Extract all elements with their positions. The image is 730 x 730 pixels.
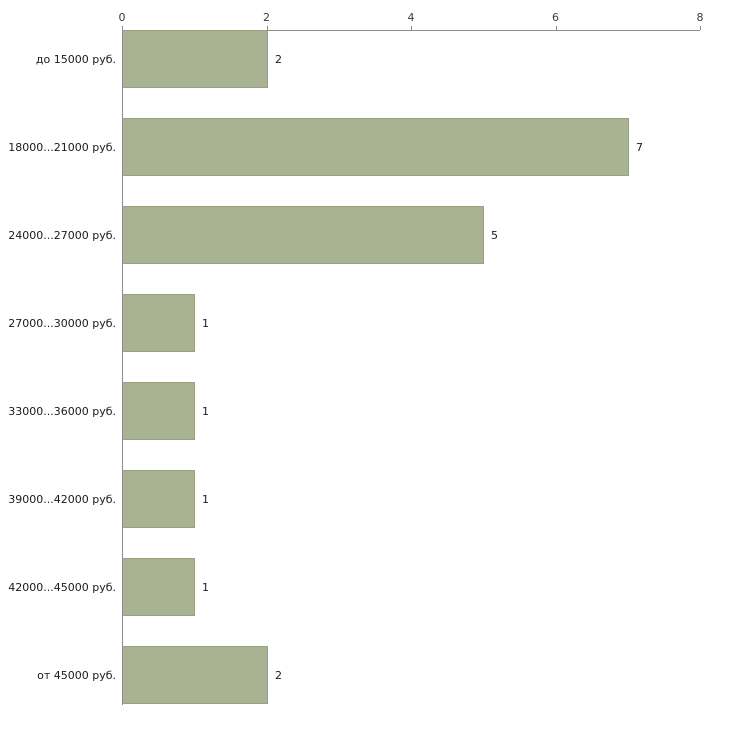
bar <box>123 646 268 704</box>
x-axis-tick-mark <box>266 26 268 30</box>
x-axis-tick-label: 2 <box>263 11 270 24</box>
x-axis-tick-mark <box>411 26 412 30</box>
category-label: 27000...30000 руб. <box>8 317 116 330</box>
category-label: 42000...45000 руб. <box>8 581 116 594</box>
bar <box>123 294 195 352</box>
x-axis-tick-mark <box>555 26 557 30</box>
x-axis-tick-label: 6 <box>552 11 559 24</box>
bar-value-label: 2 <box>275 669 282 682</box>
bar <box>123 118 629 176</box>
x-axis-tick-mark <box>122 26 123 30</box>
bar <box>123 470 195 528</box>
x-axis-tick-label: 8 <box>696 11 704 24</box>
y-axis-line <box>122 30 123 705</box>
category-label: 24000...27000 руб. <box>8 229 116 242</box>
category-label: 18000...21000 руб. <box>8 141 116 154</box>
x-axis-tick-label: 0 <box>118 11 126 24</box>
bar-value-label: 1 <box>202 405 209 418</box>
bar <box>123 382 195 440</box>
bar-value-label: 2 <box>275 53 282 66</box>
bar-value-label: 5 <box>491 229 498 242</box>
category-label: до 15000 руб. <box>35 53 116 66</box>
bar-value-label: 7 <box>636 141 643 154</box>
bar <box>123 558 195 616</box>
x-axis-line <box>122 30 700 31</box>
bar-value-label: 1 <box>202 317 209 330</box>
category-label: 39000...42000 руб. <box>8 493 116 506</box>
category-label: 33000...36000 руб. <box>8 405 116 418</box>
bar <box>123 30 268 88</box>
bar <box>123 206 484 264</box>
category-label: от 45000 руб. <box>37 669 116 682</box>
x-axis-tick-label: 4 <box>407 11 415 24</box>
x-axis-tick-mark <box>700 26 701 30</box>
bar-value-label: 1 <box>202 493 209 506</box>
bar-value-label: 1 <box>202 581 209 594</box>
